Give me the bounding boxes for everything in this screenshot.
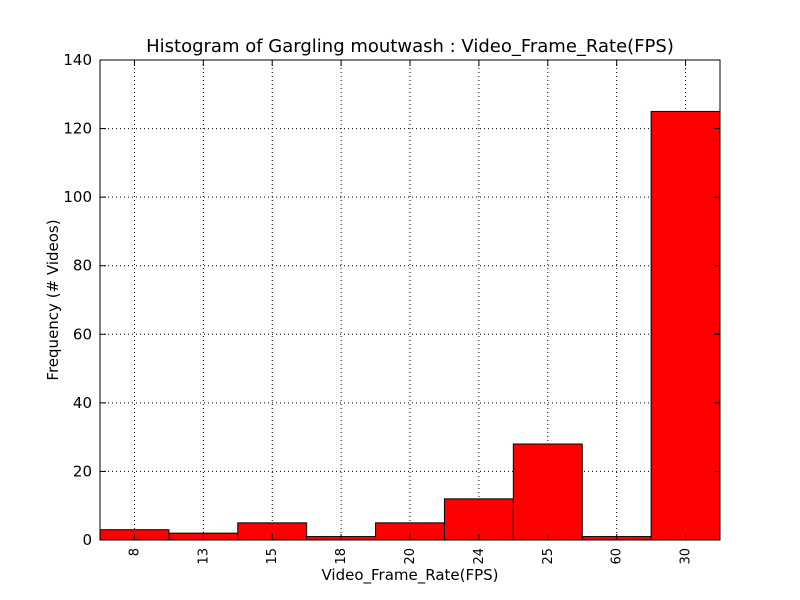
bar (650, 110, 721, 541)
y-tick-label: 100 (63, 188, 92, 206)
grid (100, 60, 720, 540)
chart-title: Histogram of Gargling moutwash : Video_F… (146, 36, 674, 57)
ticks: 0 20 40 60 80 100 120 140 8 13 15 18 20 24 25 60 30 (63, 51, 720, 565)
x-axis-label: Video_Frame_Rate(FPS) (321, 566, 498, 585)
bar (512, 443, 583, 541)
x-tick-label: 18 (334, 548, 349, 565)
x-tick-label: 8 (127, 548, 142, 556)
y-tick-label: 20 (73, 462, 92, 480)
y-tick-label: 0 (82, 531, 92, 549)
y-tick-label: 140 (63, 51, 92, 69)
y-tick-label: 60 (73, 325, 92, 343)
x-tick-label: 20 (403, 548, 418, 565)
x-tick-label: 24 (472, 548, 487, 565)
y-tick-label: 40 (73, 394, 92, 412)
x-tick-label: 13 (196, 548, 211, 565)
y-tick-label: 120 (63, 120, 92, 138)
bar (443, 498, 514, 541)
x-tick-label: 15 (265, 548, 280, 565)
y-axis-label: Frequency (# Videos) (44, 219, 62, 380)
bars (99, 110, 721, 541)
x-tick-label: 25 (541, 548, 556, 565)
y-tick-label: 80 (73, 257, 92, 275)
x-tick-label: 60 (610, 548, 625, 565)
x-tick-label: 30 (679, 548, 694, 565)
